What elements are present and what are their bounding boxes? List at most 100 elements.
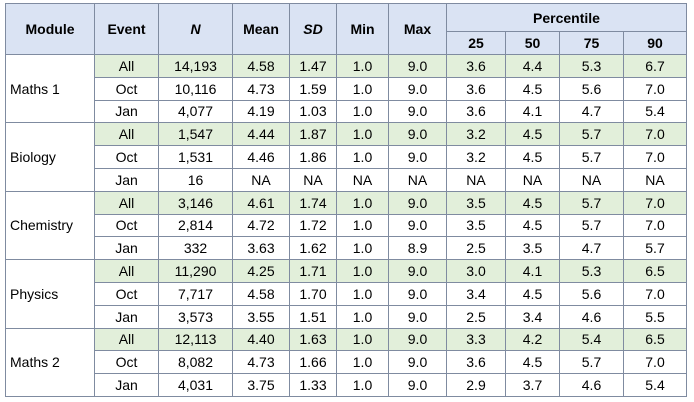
cell-event: All	[94, 190, 159, 215]
percentile-stats-table: Module Event N Mean SD Min Max Percentil…	[5, 3, 687, 397]
cell-p75: 5.6	[559, 76, 624, 101]
header-event: Event	[94, 3, 159, 55]
cell-event: Jan	[94, 304, 159, 329]
cell-n: 1,531	[158, 145, 233, 169]
cell-p25: 3.5	[446, 213, 506, 238]
cell-p75: 4.7	[559, 99, 624, 124]
cell-p50: 4.5	[505, 145, 560, 169]
cell-p75: 4.6	[559, 373, 624, 397]
cell-min: 1.0	[336, 213, 389, 238]
cell-p25: 3.6	[446, 54, 506, 78]
cell-min: NA	[336, 167, 389, 192]
cell-sd: 1.70	[289, 281, 337, 306]
table-header: Module Event N Mean SD Min Max Percentil…	[5, 3, 687, 55]
module-name-cell: Biology	[5, 122, 95, 192]
module-name-cell: Maths 2	[5, 327, 95, 397]
cell-max: 8.9	[388, 236, 447, 261]
cell-sd: 1.59	[289, 76, 337, 101]
cell-p75: 5.7	[559, 122, 624, 147]
module-name-cell: Chemistry	[5, 190, 95, 261]
cell-max: 9.0	[388, 99, 447, 124]
cell-mean: 4.58	[232, 281, 290, 306]
cell-n: 332	[158, 236, 233, 261]
cell-mean: NA	[232, 167, 290, 192]
cell-p25: 3.5	[446, 190, 506, 215]
cell-event: Jan	[94, 373, 159, 397]
cell-p25: 2.5	[446, 304, 506, 329]
cell-p50: NA	[505, 167, 560, 192]
cell-p25: 3.4	[446, 281, 506, 306]
cell-n: 10,116	[158, 76, 233, 101]
cell-max: 9.0	[388, 190, 447, 215]
cell-event: All	[94, 259, 159, 283]
header-module: Module	[5, 3, 95, 55]
cell-p90: 6.5	[623, 327, 687, 352]
cell-p50: 4.5	[505, 281, 560, 306]
cell-p90: 5.4	[623, 99, 687, 124]
cell-n: 8,082	[158, 350, 233, 375]
cell-p50: 4.2	[505, 327, 560, 352]
cell-sd: 1.03	[289, 99, 337, 124]
table-row: Jan 4,031 3.75 1.33 1.0 9.0 2.9 3.7 4.6 5.4	[6, 373, 687, 397]
cell-n: 2,814	[158, 213, 233, 238]
cell-sd: 1.51	[289, 304, 337, 329]
cell-event: All	[94, 122, 159, 147]
header-p90: 90	[623, 31, 687, 55]
table-row: Jan 3,573 3.55 1.51 1.0 9.0 2.5 3.4 4.6 5.5	[6, 304, 687, 329]
cell-p50: 4.4	[505, 54, 560, 78]
cell-event: All	[94, 327, 159, 352]
cell-mean: 4.73	[232, 350, 290, 375]
cell-sd: 1.47	[289, 54, 337, 78]
cell-mean: 4.58	[232, 54, 290, 78]
cell-event: Jan	[94, 167, 159, 192]
cell-p75: 5.3	[559, 54, 624, 78]
cell-max: 9.0	[388, 76, 447, 101]
cell-p25: 2.9	[446, 373, 506, 397]
cell-p75: 5.3	[559, 259, 624, 283]
cell-max: 9.0	[388, 281, 447, 306]
cell-p90: 6.5	[623, 259, 687, 283]
header-p25: 25	[446, 31, 506, 55]
table-row: Oct 8,082 4.73 1.66 1.0 9.0 3.6 4.5 5.7 7.0	[6, 350, 687, 375]
cell-min: 1.0	[336, 350, 389, 375]
cell-p25: 3.3	[446, 327, 506, 352]
cell-max: 9.0	[388, 373, 447, 397]
cell-n: 7,717	[158, 281, 233, 306]
cell-min: 1.0	[336, 373, 389, 397]
cell-p50: 4.5	[505, 190, 560, 215]
cell-sd: 1.74	[289, 190, 337, 215]
table-row: Oct 7,717 4.58 1.70 1.0 9.0 3.4 4.5 5.6 7.0	[6, 281, 687, 306]
cell-min: 1.0	[336, 281, 389, 306]
cell-mean: 4.72	[232, 213, 290, 238]
table-row: Jan 4,077 4.19 1.03 1.0 9.0 3.6 4.1 4.7 5.4	[6, 99, 687, 124]
header-n: N	[158, 3, 233, 55]
cell-p90: 5.5	[623, 304, 687, 329]
cell-p75: 5.7	[559, 213, 624, 238]
header-min: Min	[336, 3, 389, 55]
cell-event: Oct	[94, 76, 159, 101]
cell-p50: 4.5	[505, 350, 560, 375]
cell-max: 9.0	[388, 304, 447, 329]
cell-p50: 4.5	[505, 213, 560, 238]
cell-p75: 5.6	[559, 281, 624, 306]
cell-min: 1.0	[336, 327, 389, 352]
cell-p90: 7.0	[623, 190, 687, 215]
table-row: Jan 16 NA NA NA NA NA NA NA NA	[6, 167, 687, 192]
cell-p90: 6.7	[623, 54, 687, 78]
cell-mean: 4.46	[232, 145, 290, 169]
cell-max: 9.0	[388, 350, 447, 375]
cell-mean: 3.55	[232, 304, 290, 329]
cell-max: 9.0	[388, 54, 447, 78]
cell-mean: 4.40	[232, 327, 290, 352]
table-row: Maths 1 All 14,193 4.58 1.47 1.0 9.0 3.6 4.4 5.3 6…	[5, 53, 687, 124]
table-row: Oct 2,814 4.72 1.72 1.0 9.0 3.5 4.5 5.7 7.0	[6, 213, 687, 238]
cell-sd: 1.87	[289, 122, 337, 147]
cell-n: 4,031	[158, 373, 233, 397]
cell-mean: 3.75	[232, 373, 290, 397]
cell-min: 1.0	[336, 99, 389, 124]
cell-p50: 4.5	[505, 76, 560, 101]
cell-p75: 5.7	[559, 350, 624, 375]
cell-sd: 1.71	[289, 259, 337, 283]
table-row: Maths 2 All 12,113 4.40 1.63 1.0 9.0 3.3 4.2 5.4 6…	[5, 327, 687, 397]
cell-event: All	[94, 54, 159, 78]
